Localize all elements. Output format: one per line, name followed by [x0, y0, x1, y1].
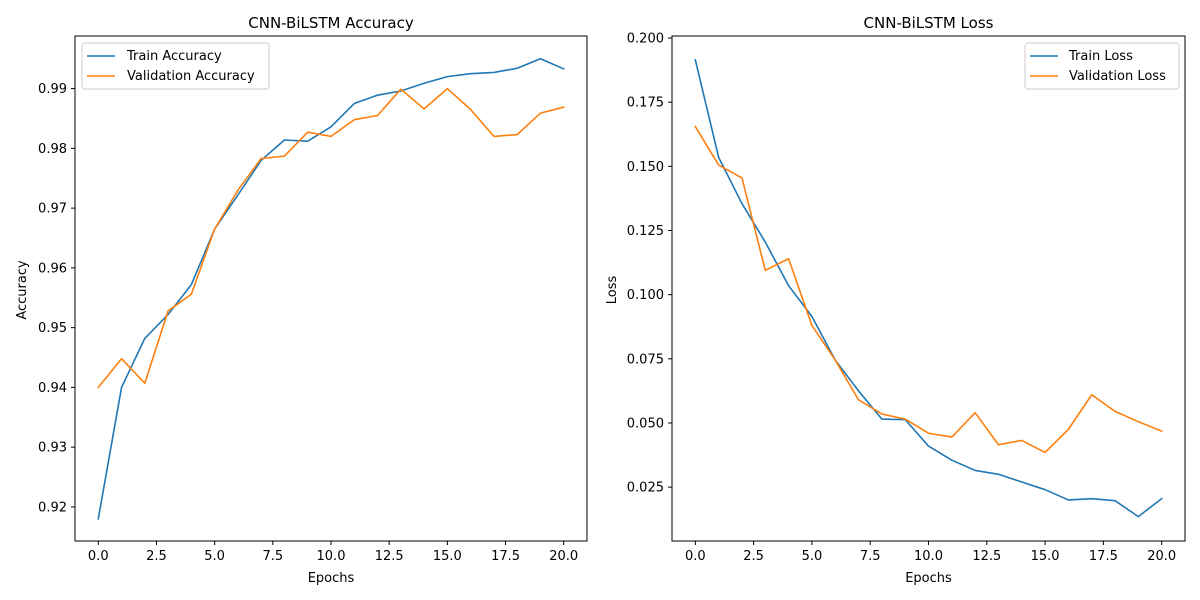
accuracy-y-tick-label: 0.99: [38, 82, 67, 97]
accuracy-y-axis-label: Accuracy: [15, 260, 30, 320]
accuracy-x-axis-label: Epochs: [308, 571, 355, 586]
accuracy-panel: CNN-BiLSTM Accuracy Epochs Accuracy 0.0 2…: [15, 14, 588, 586]
loss-series-lines: [694, 58, 1163, 518]
accuracy-chart-title: CNN-BiLSTM Accuracy: [248, 14, 414, 32]
accuracy-ticks: 0.0 2.5 5.0 7.5 10.0 12.5 15.0 17.5 20.0 0.92 0.93…: [38, 82, 578, 564]
accuracy-x-tick-label: 0.0: [88, 549, 109, 564]
loss-x-tick-label: 15.0: [1031, 549, 1060, 564]
accuracy-legend-label-validation: Validation Accuracy: [127, 69, 255, 84]
accuracy-series-line-validation-accuracy: [97, 87, 565, 389]
accuracy-y-tick-label: 0.97: [38, 202, 67, 217]
loss-x-tick-label: 10.0: [914, 549, 943, 564]
loss-ticks: 0.0 2.5 5.0 7.5 10.0 12.5 15.0 17.5 20.0 0.025 0.0…: [627, 32, 1176, 564]
loss-legend: Train Loss Validation Loss: [1024, 42, 1180, 90]
loss-series-line-validation-loss: [694, 125, 1163, 454]
accuracy-plot-frame: [74, 35, 588, 542]
accuracy-x-tick-label: 2.5: [146, 549, 167, 564]
loss-y-tick-label: 0.150: [627, 160, 664, 175]
loss-x-tick-label: 0.0: [685, 549, 706, 564]
accuracy-x-tick-label: 17.5: [491, 549, 520, 564]
loss-y-axis-label: Loss: [605, 276, 620, 305]
accuracy-x-tick-label: 5.0: [204, 549, 225, 564]
accuracy-x-tick-label: 15.0: [433, 549, 462, 564]
accuracy-legend: Train Accuracy Validation Accuracy: [81, 42, 270, 90]
loss-y-tick-label: 0.025: [627, 481, 664, 496]
accuracy-x-tick-label: 12.5: [375, 549, 404, 564]
loss-x-tick-label: 17.5: [1089, 549, 1118, 564]
accuracy-legend-label-train: Train Accuracy: [126, 49, 222, 64]
accuracy-x-tick-label: 10.0: [317, 549, 346, 564]
loss-legend-label-train: Train Loss: [1068, 49, 1133, 64]
loss-x-tick-label: 20.0: [1147, 549, 1176, 564]
accuracy-series-lines: [97, 57, 565, 520]
loss-y-tick-label: 0.200: [627, 32, 664, 47]
accuracy-y-tick-label: 0.98: [38, 142, 67, 157]
loss-chart-title: CNN-BiLSTM Loss: [864, 14, 994, 32]
accuracy-y-tick-label: 0.96: [38, 261, 67, 276]
loss-y-tick-label: 0.050: [627, 416, 664, 431]
accuracy-x-tick-label: 20.0: [549, 549, 578, 564]
loss-legend-label-validation: Validation Loss: [1069, 69, 1166, 84]
accuracy-y-tick-label: 0.93: [38, 441, 67, 456]
loss-series-line-train-loss: [694, 58, 1163, 518]
loss-plot-frame: [671, 35, 1186, 542]
loss-y-tick-label: 0.125: [627, 224, 664, 239]
accuracy-x-tick-label: 7.5: [262, 549, 283, 564]
accuracy-y-tick-label: 0.92: [38, 500, 67, 515]
accuracy-legend-box: [81, 42, 270, 90]
loss-x-tick-label: 12.5: [972, 549, 1001, 564]
loss-y-tick-label: 0.100: [627, 288, 664, 303]
loss-panel: CNN-BiLSTM Loss Epochs Loss 0.0 2.5 5.0 7.5…: [605, 14, 1186, 586]
loss-x-axis-label: Epochs: [905, 571, 952, 586]
loss-legend-box: [1024, 42, 1180, 90]
loss-x-tick-label: 7.5: [860, 549, 881, 564]
loss-y-tick-label: 0.075: [627, 352, 664, 367]
loss-x-tick-label: 5.0: [802, 549, 823, 564]
loss-x-tick-label: 2.5: [743, 549, 764, 564]
accuracy-y-tick-label: 0.95: [38, 321, 67, 336]
loss-y-tick-label: 0.175: [627, 96, 664, 111]
accuracy-y-tick-label: 0.94: [38, 381, 67, 396]
